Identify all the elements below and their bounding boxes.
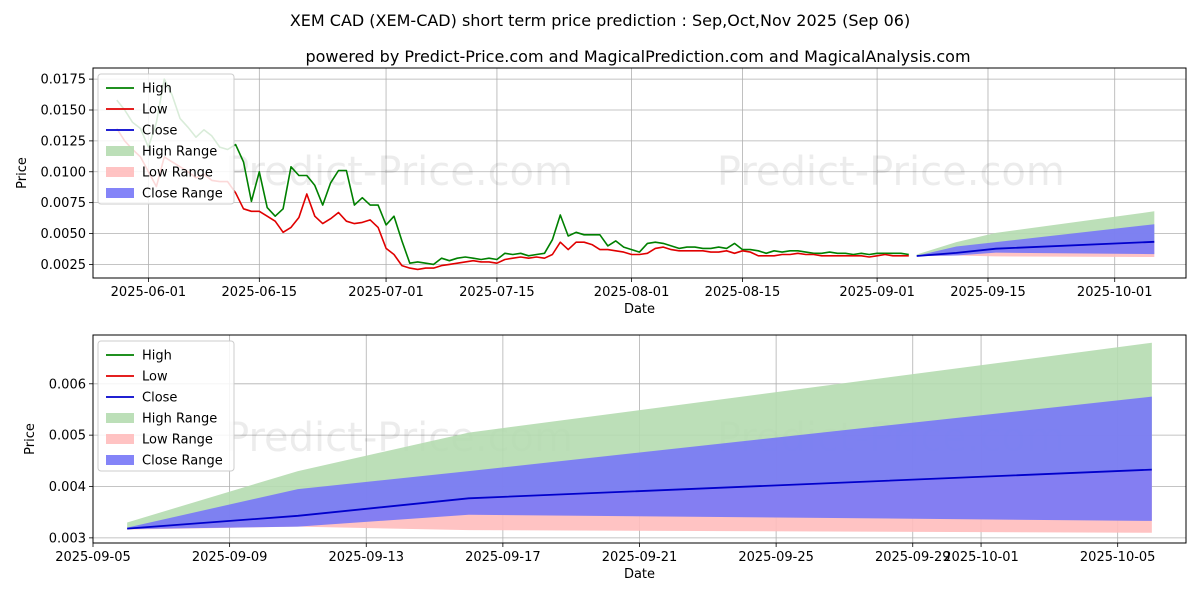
legend: High Low Close High Range Low Range Close Ran… (97, 73, 235, 205)
chart-subtitle: powered by Predict-Price.com and Magical… (305, 47, 970, 66)
legend-label: High Range (142, 145, 217, 160)
watermark-text: Predict-Price.com (225, 149, 573, 195)
legend-swatch-patch (106, 413, 134, 423)
x-tick-label: 2025-09-13 (328, 550, 404, 565)
plot-frame (92, 67, 1187, 279)
x-tick-label: 2025-09-29 (875, 550, 951, 565)
x-tick-label: 2025-06-01 (111, 285, 187, 300)
legend-label: High (142, 82, 172, 97)
y-tick-label: 0.0125 (41, 134, 87, 149)
x-tick-label: 2025-09-05 (55, 550, 131, 565)
legend-label: Low (142, 103, 168, 118)
history-panel: 2025-06-01 2025-06-15 2025-07-01 2025-07-15… (15, 67, 1187, 317)
y-tick-label: 0.0025 (41, 258, 87, 273)
forecast-panel: 2025-09-05 2025-09-09 2025-09-13 2025-09-17… (23, 334, 1187, 582)
close-range-area (127, 396, 1152, 530)
legend-swatch-patch (106, 455, 134, 465)
legend-label: Low Range (142, 433, 213, 448)
x-tick-label: 2025-07-01 (348, 285, 424, 300)
legend-label: Low (142, 370, 168, 385)
legend-swatch-patch (106, 167, 134, 177)
x-tick-label: 2025-09-15 (950, 285, 1026, 300)
close-range-area (916, 224, 1155, 257)
high-series-line (116, 78, 909, 266)
x-tick-label: 2025-09-25 (738, 550, 814, 565)
y-tick-label: 0.003 (49, 531, 86, 546)
x-tick-label: 2025-10-01 (1077, 285, 1153, 300)
close-series-line (127, 468, 1152, 530)
x-tick-label: 2025-08-01 (594, 285, 670, 300)
y-tick-label: 0.0175 (41, 73, 87, 88)
x-tick-label: 2025-09-09 (192, 550, 268, 565)
legend-swatch-patch (106, 146, 134, 156)
legend-label: Close Range (142, 187, 223, 202)
chart-title: XEM CAD (XEM-CAD) short term price predi… (290, 11, 910, 30)
legend-swatch-patch (106, 434, 134, 444)
legend-label: Close (142, 391, 177, 406)
x-tick-label: 2025-10-05 (1080, 550, 1156, 565)
x-tick-label: 2025-10-01 (943, 550, 1019, 565)
legend-label: Close Range (142, 454, 223, 469)
watermark-text: Predict-Price.com (717, 149, 1065, 195)
low-series-line (116, 128, 909, 271)
y-tick-label: 0.004 (49, 480, 86, 495)
legend-label: High (142, 349, 172, 364)
legend-label: Low Range (142, 166, 213, 181)
y-tick-label: 0.005 (49, 429, 86, 444)
y-tick-label: 0.0150 (41, 104, 87, 119)
legend: High Low Close High Range Low Range Close Ran… (97, 340, 235, 472)
plot-frame (92, 334, 1187, 544)
x-tick-label: 2025-08-15 (705, 285, 781, 300)
close-series-line (916, 240, 1155, 257)
x-axis-label: Date (624, 302, 655, 317)
legend-swatch-patch (106, 188, 134, 198)
x-tick-label: 2025-09-21 (602, 550, 678, 565)
legend-label: High Range (142, 412, 217, 427)
x-tick-label: 2025-06-15 (222, 285, 298, 300)
y-tick-label: 0.0100 (41, 165, 87, 180)
x-axis-label: Date (624, 567, 655, 582)
x-tick-label: 2025-09-17 (465, 550, 541, 565)
y-tick-label: 0.0075 (41, 196, 87, 211)
y-axis-label: Price (23, 423, 38, 455)
legend-label: Close (142, 124, 177, 139)
watermark: Predict-Price.com Predict-Price.com (225, 149, 1065, 195)
y-tick-label: 0.006 (49, 377, 86, 392)
y-axis-label: Price (15, 157, 30, 189)
y-tick-label: 0.0050 (41, 227, 87, 242)
x-tick-label: 2025-09-01 (839, 285, 915, 300)
x-tick-label: 2025-07-15 (459, 285, 535, 300)
